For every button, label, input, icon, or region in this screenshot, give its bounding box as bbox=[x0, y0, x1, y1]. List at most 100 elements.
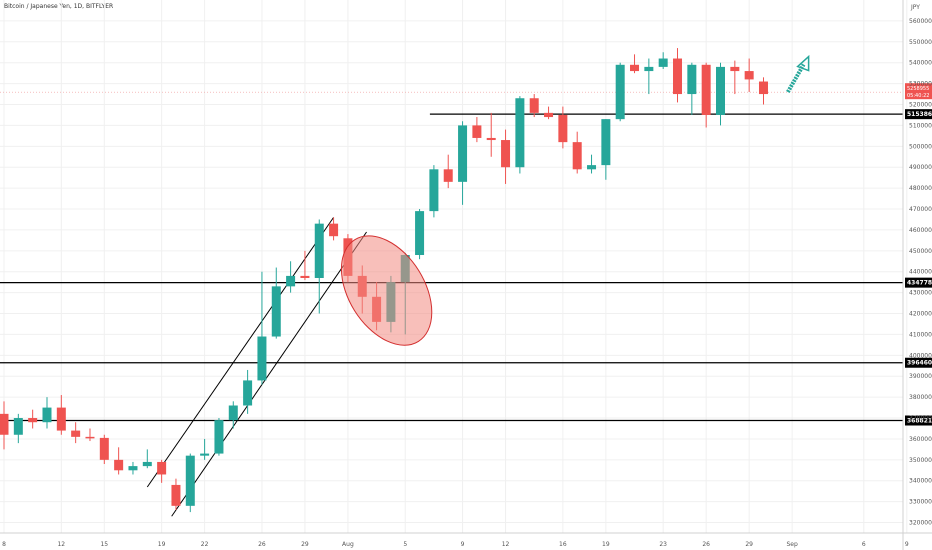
price-tick-label: 5300000 bbox=[909, 81, 932, 88]
time-tick-label: 15 bbox=[100, 541, 108, 548]
level-label-bg bbox=[905, 357, 932, 368]
price-tick-label: 4300000 bbox=[909, 290, 932, 297]
candle-body bbox=[42, 407, 52, 423]
candle-body bbox=[758, 81, 768, 95]
candle-body bbox=[486, 137, 496, 141]
candle-body bbox=[329, 223, 339, 237]
candle-body bbox=[286, 275, 296, 287]
candle-body bbox=[128, 466, 138, 471]
current-price-countdown: 05:40:22 bbox=[907, 93, 929, 99]
candle-body bbox=[458, 125, 468, 182]
level-label: 4347782 bbox=[907, 280, 932, 287]
time-tick-label: 29 bbox=[745, 541, 753, 548]
candle-body bbox=[601, 119, 611, 166]
candle-body bbox=[429, 169, 439, 212]
time-tick-label: 26 bbox=[702, 541, 710, 548]
candle-body bbox=[13, 418, 23, 435]
up-arrow-icon[interactable] bbox=[786, 54, 810, 93]
price-tick-label: 3900000 bbox=[909, 373, 932, 380]
currency-label: JPY bbox=[910, 4, 920, 11]
price-tick-label: 4500000 bbox=[909, 248, 932, 255]
candle-body bbox=[630, 64, 640, 72]
price-tick-label: 4400000 bbox=[909, 269, 932, 276]
time-tick-label: 22 bbox=[201, 541, 209, 548]
price-tick-label: 3700000 bbox=[909, 415, 932, 422]
candle-body bbox=[56, 407, 66, 431]
candle-body bbox=[271, 286, 281, 337]
candle-body bbox=[687, 64, 697, 95]
price-tick-label: 4800000 bbox=[909, 185, 932, 192]
time-tick-label: 12 bbox=[57, 541, 65, 548]
candle-body bbox=[157, 461, 167, 475]
price-tick-label: 3400000 bbox=[909, 478, 932, 485]
price-tick-label: 4100000 bbox=[909, 331, 932, 338]
candle-body bbox=[644, 66, 654, 72]
candle-body bbox=[730, 66, 740, 72]
candle-body bbox=[615, 64, 625, 120]
candle-body bbox=[701, 64, 711, 115]
time-axis[interactable]: 8 12 15 19 22 26 29 Aug 5 9 12 16 19 23 26 29 Sep 6 9 bbox=[0, 532, 932, 548]
candle-body bbox=[243, 380, 253, 406]
price-tick-label: 3800000 bbox=[909, 394, 932, 401]
time-tick-label: 9 bbox=[461, 541, 465, 548]
level-label: 3964600 bbox=[907, 360, 932, 367]
candle-body bbox=[515, 98, 525, 168]
time-tick-label: Aug bbox=[342, 541, 354, 548]
trend-channel[interactable] bbox=[146, 217, 367, 517]
candle-body bbox=[85, 436, 95, 439]
candle-body bbox=[185, 455, 195, 506]
candle-body bbox=[415, 211, 425, 256]
candle-body bbox=[744, 71, 754, 80]
price-axis[interactable]: 3200000 3300000 3400000 3500000 3600000 37000… bbox=[902, 0, 932, 550]
candle-body bbox=[300, 275, 310, 278]
price-tick-label: 5100000 bbox=[909, 122, 932, 129]
time-tick-label: 5 bbox=[403, 541, 407, 548]
price-tick-label: 5000000 bbox=[909, 143, 932, 150]
time-tick-label: 12 bbox=[502, 541, 510, 548]
candle-body bbox=[558, 114, 568, 143]
candle-body bbox=[28, 418, 38, 423]
candle-body bbox=[314, 223, 324, 278]
level-label-bg bbox=[905, 277, 932, 288]
price-tick-label: 4600000 bbox=[909, 227, 932, 234]
time-tick-label: 9 bbox=[905, 541, 909, 548]
candle-body bbox=[529, 98, 539, 113]
level-label-bg bbox=[905, 415, 932, 426]
candle-body bbox=[71, 430, 81, 437]
price-tick-label: 3200000 bbox=[909, 520, 932, 527]
candle-body bbox=[171, 484, 181, 506]
level-label: 5153866 bbox=[907, 111, 932, 118]
arrow-head bbox=[796, 54, 810, 72]
candle-body bbox=[501, 140, 511, 168]
price-tick-label: 4700000 bbox=[909, 206, 932, 213]
grid bbox=[0, 0, 908, 533]
ellipse-shape bbox=[340, 235, 433, 346]
candle-body bbox=[257, 336, 267, 381]
current-price-value: 5258955 bbox=[907, 86, 929, 92]
time-tick-label: 6 bbox=[862, 541, 866, 548]
candle-body bbox=[214, 420, 224, 454]
candle-body bbox=[200, 453, 210, 456]
candle-body bbox=[716, 66, 725, 115]
price-tick-label: 5200000 bbox=[909, 102, 932, 109]
price-tick-label: 4200000 bbox=[909, 311, 932, 318]
candle-body bbox=[572, 142, 582, 170]
horizontal-levels[interactable]: 5153866 4347782 3964600 3688212 525895505:40… bbox=[0, 83, 932, 426]
price-tick-label: 3500000 bbox=[909, 457, 932, 464]
candle-body bbox=[443, 169, 453, 182]
candle-body bbox=[0, 413, 9, 435]
time-tick-label: 23 bbox=[659, 541, 667, 548]
candle-body bbox=[472, 125, 482, 138]
chart-title: Bitcoin / Japanese Yen, 1D, BITFLYER bbox=[4, 3, 114, 10]
price-tick-label: 3300000 bbox=[909, 499, 932, 506]
highlight-ellipse[interactable] bbox=[323, 220, 451, 362]
candles bbox=[0, 48, 768, 513]
candle-body bbox=[114, 459, 124, 471]
candle-body bbox=[673, 58, 683, 95]
candle-body bbox=[228, 405, 238, 421]
time-tick-label: 29 bbox=[301, 541, 309, 548]
time-tick-label: 19 bbox=[158, 541, 166, 548]
arrow-shaft bbox=[786, 63, 806, 93]
channel-line bbox=[146, 217, 335, 488]
